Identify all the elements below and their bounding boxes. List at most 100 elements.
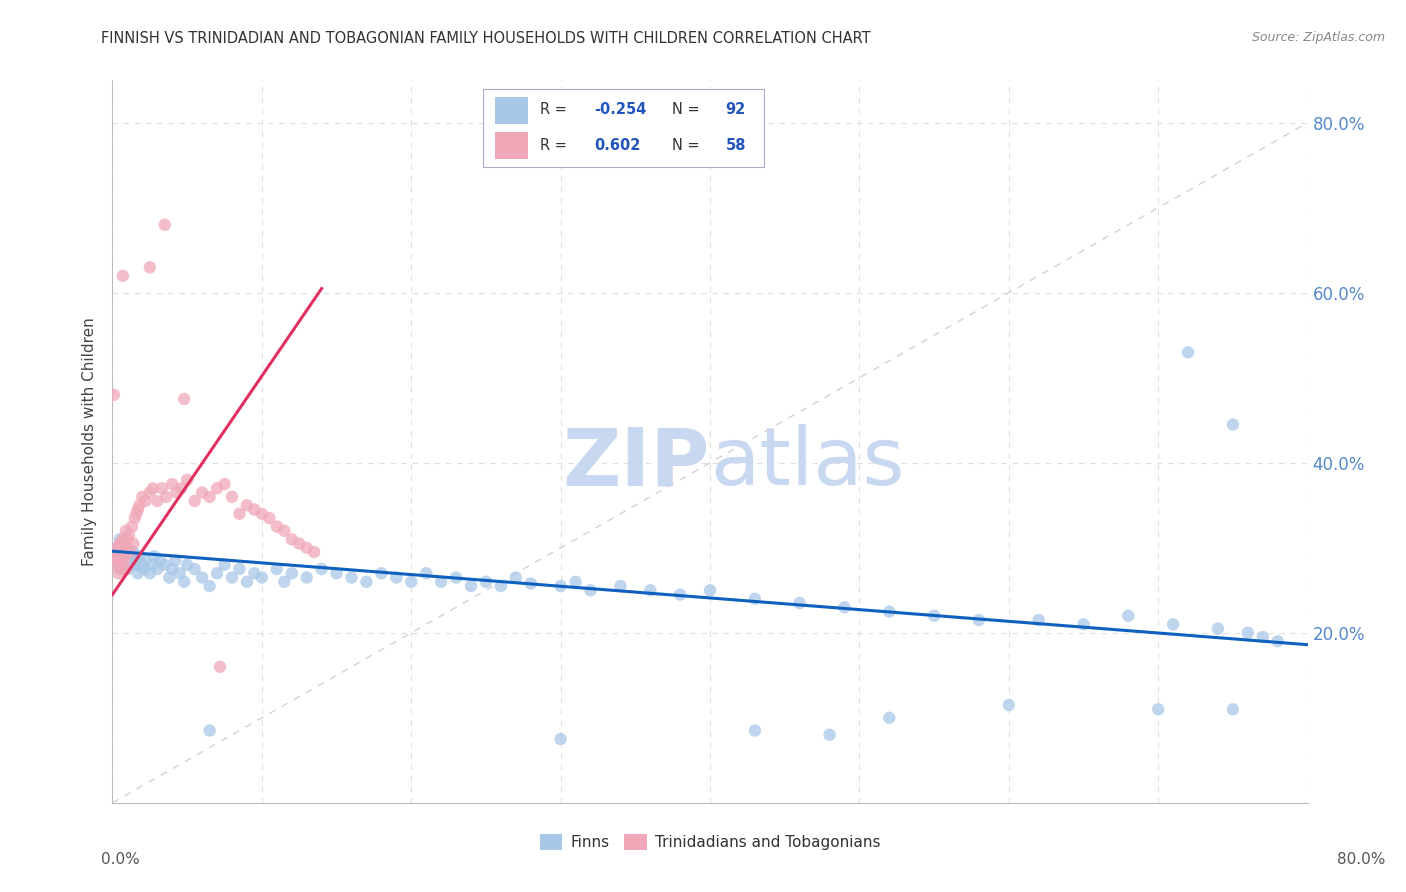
Point — [214, 477, 236, 491]
Point — [157, 570, 180, 584]
Point — [295, 570, 318, 584]
Point — [273, 574, 295, 589]
Point — [295, 541, 318, 555]
Point — [108, 553, 131, 567]
Point — [111, 549, 134, 564]
Point — [134, 494, 156, 508]
Point — [1161, 617, 1184, 632]
Point — [153, 218, 176, 232]
Point — [311, 562, 333, 576]
Point — [1118, 608, 1140, 623]
Point — [121, 519, 143, 533]
Point — [103, 549, 125, 564]
Point — [834, 600, 856, 615]
FancyBboxPatch shape — [495, 132, 529, 159]
Point — [564, 574, 586, 589]
Point — [124, 511, 146, 525]
Point — [146, 562, 169, 576]
Point — [110, 553, 132, 567]
Point — [236, 574, 259, 589]
Point — [356, 574, 378, 589]
Point — [162, 477, 183, 491]
Text: ZIP: ZIP — [562, 425, 710, 502]
Point — [967, 613, 990, 627]
Point — [1237, 625, 1260, 640]
Point — [609, 579, 631, 593]
Point — [236, 498, 259, 512]
Point — [259, 511, 281, 525]
Point — [221, 490, 243, 504]
Text: -0.254: -0.254 — [595, 102, 647, 117]
Point — [385, 570, 408, 584]
Point — [169, 566, 191, 581]
Point — [105, 541, 128, 555]
Text: FINNISH VS TRINIDADIAN AND TOBAGONIAN FAMILY HOUSEHOLDS WITH CHILDREN CORRELATIO: FINNISH VS TRINIDADIAN AND TOBAGONIAN FA… — [101, 31, 870, 46]
Point — [415, 566, 437, 581]
Point — [139, 566, 162, 581]
Point — [879, 605, 901, 619]
Point — [550, 732, 572, 747]
Point — [250, 570, 273, 584]
Point — [110, 545, 132, 559]
Point — [108, 536, 131, 550]
Point — [118, 553, 141, 567]
Point — [115, 541, 138, 555]
Point — [120, 545, 142, 559]
Point — [105, 558, 128, 572]
FancyBboxPatch shape — [484, 89, 763, 167]
Point — [170, 481, 193, 495]
Point — [127, 502, 149, 516]
Point — [127, 566, 149, 581]
Point — [288, 536, 311, 550]
Point — [117, 533, 139, 547]
Point — [122, 536, 145, 550]
Text: R =: R = — [540, 102, 572, 117]
Text: Source: ZipAtlas.com: Source: ZipAtlas.com — [1251, 31, 1385, 45]
Point — [111, 562, 134, 576]
Point — [111, 541, 134, 555]
Point — [122, 545, 145, 559]
Point — [818, 728, 841, 742]
Point — [110, 541, 132, 555]
Text: N =: N = — [672, 137, 704, 153]
Point — [107, 566, 129, 581]
Point — [142, 558, 165, 572]
Point — [266, 562, 288, 576]
Text: R =: R = — [540, 137, 576, 153]
Point — [117, 562, 139, 576]
Text: 80.0%: 80.0% — [1337, 852, 1385, 867]
Point — [173, 574, 195, 589]
Point — [176, 473, 198, 487]
Point — [281, 533, 304, 547]
Point — [1073, 617, 1095, 632]
Point — [281, 566, 304, 581]
Point — [120, 549, 142, 564]
Point — [134, 553, 156, 567]
Text: N =: N = — [672, 102, 704, 117]
Point — [789, 596, 811, 610]
Point — [146, 494, 169, 508]
Point — [108, 533, 131, 547]
Point — [114, 553, 135, 567]
Point — [173, 392, 195, 406]
Point — [266, 519, 288, 533]
Point — [922, 608, 945, 623]
Point — [153, 558, 176, 572]
Point — [191, 570, 214, 584]
Text: 0.602: 0.602 — [595, 137, 641, 153]
Point — [214, 558, 236, 572]
Point — [118, 528, 141, 542]
Point — [150, 481, 173, 495]
Point — [998, 698, 1021, 712]
Point — [744, 591, 766, 606]
Point — [162, 562, 183, 576]
Point — [111, 268, 134, 283]
FancyBboxPatch shape — [495, 96, 529, 124]
Point — [115, 524, 138, 538]
Point — [105, 553, 128, 567]
Point — [107, 545, 129, 559]
Point — [221, 570, 243, 584]
Point — [489, 579, 512, 593]
Point — [143, 549, 166, 564]
Point — [401, 574, 423, 589]
